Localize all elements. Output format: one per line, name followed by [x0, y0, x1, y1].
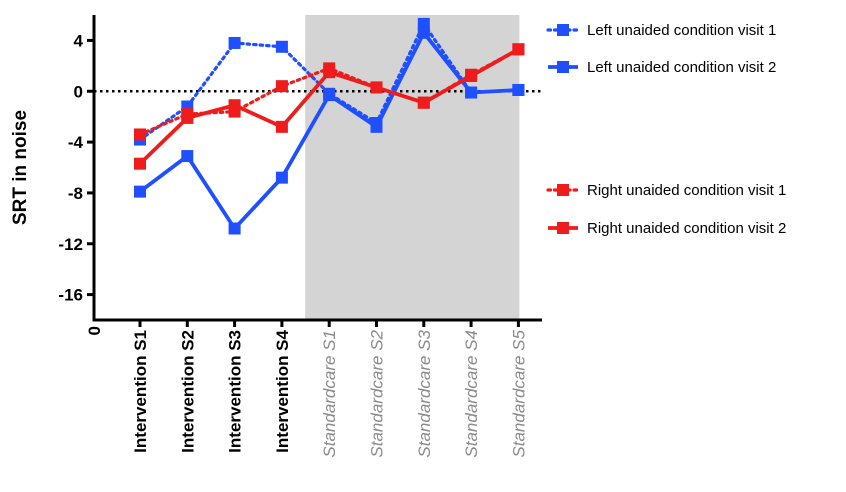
y-tick-label: 4: [74, 31, 84, 50]
data-point: [228, 99, 241, 112]
x-tick-label: Standardcare S5: [509, 329, 528, 457]
x-tick-label: Standardcare S1: [320, 330, 339, 458]
x-tick-label: Standardcare S4: [462, 330, 481, 458]
y-tick-label: -8: [68, 184, 83, 203]
y-tick-label: -4: [68, 133, 84, 152]
data-point: [181, 150, 194, 163]
x-origin-label: 0: [85, 326, 104, 335]
x-tick-label: Intervention S1: [131, 330, 150, 453]
data-point: [134, 128, 146, 141]
x-tick-labels: 0 Intervention S1 Intervention S2 Intervent…: [85, 326, 528, 458]
data-point: [417, 96, 430, 109]
data-point: [275, 120, 288, 133]
series-layer: [134, 17, 525, 235]
data-point: [417, 26, 430, 39]
series-2: [134, 26, 525, 235]
legend-item: Right unaided condition visit 1: [546, 182, 786, 199]
axes: [87, 15, 542, 327]
legend-item: Right unaided condition visit 2: [548, 220, 786, 237]
legend-swatch-marker: [557, 24, 569, 36]
y-tick-label: -12: [58, 235, 83, 254]
data-point: [370, 120, 383, 133]
data-point: [323, 89, 336, 102]
data-point: [134, 157, 146, 170]
standard-care-shaded-region: [305, 15, 520, 320]
legend-item: Left unaided condition visit 1: [546, 22, 776, 39]
x-tick-label: Standardcare S2: [368, 329, 387, 457]
legend-label: Right unaided condition visit 1: [587, 182, 786, 199]
legend-swatch-marker: [557, 184, 569, 196]
y-tick-labels: 4 0 -4 -8 -12 -16: [58, 31, 83, 304]
legend-label: Right unaided condition visit 2: [587, 220, 786, 237]
data-point: [370, 81, 383, 94]
series-4: [134, 43, 525, 170]
data-point: [228, 36, 241, 49]
data-point: [275, 80, 288, 93]
y-axis-label: SRT in noise: [10, 110, 31, 225]
legend-swatch-marker: [557, 61, 569, 73]
data-point: [228, 222, 241, 235]
legend: Left unaided condition visit 1 Left unaid…: [546, 22, 786, 237]
x-tick-label: Intervention S2: [178, 330, 197, 453]
y-tick-label: 0: [74, 82, 83, 101]
legend-item: Left unaided condition visit 2: [548, 59, 776, 76]
data-point: [512, 43, 525, 56]
data-point: [465, 86, 478, 99]
data-point: [134, 185, 146, 198]
legend-label: Left unaided condition visit 2: [587, 59, 776, 76]
legend-swatch-marker: [557, 222, 569, 234]
data-point: [181, 111, 194, 124]
data-point: [465, 70, 478, 82]
data-point: [323, 66, 336, 79]
data-point: [512, 83, 525, 96]
x-tick-label: Intervention S4: [273, 329, 292, 452]
data-point: [275, 171, 288, 184]
legend-label: Left unaided condition visit 1: [587, 22, 776, 39]
x-tick-label: Intervention S3: [226, 330, 245, 453]
x-tick-label: Standardcare S3: [415, 329, 434, 457]
data-point: [275, 40, 288, 53]
y-tick-label: -16: [58, 286, 83, 305]
